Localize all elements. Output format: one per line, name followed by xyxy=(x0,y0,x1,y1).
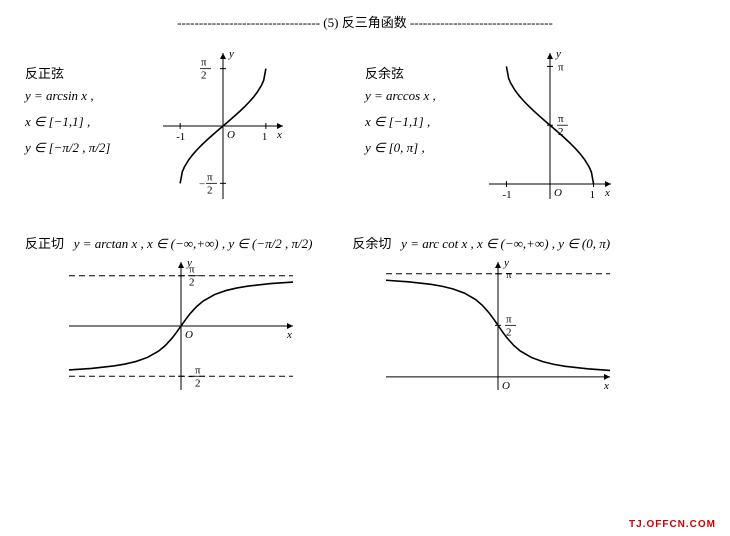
section-title: --------------------------------- (5) 反三… xyxy=(20,12,710,31)
arccot-name: 反余切 xyxy=(352,236,391,251)
svg-text:O: O xyxy=(502,380,510,392)
arcsin-domain: x ∈ [−1,1] , xyxy=(25,114,135,130)
arctan-block: 反正切 y = arctan x , x ∈ (−∞,+∞) , y ∈ (−π… xyxy=(25,233,312,402)
arcsin-block: 反正弦 y = arcsin x , x ∈ [−1,1] , y ∈ [−π/… xyxy=(25,43,295,213)
arccos-domain: x ∈ [−1,1] , xyxy=(365,114,475,130)
arccot-labels: 反余切 y = arc cot x , x ∈ (−∞,+∞) , y ∈ (0… xyxy=(352,233,622,252)
svg-text:x: x xyxy=(276,129,282,141)
svg-text:y: y xyxy=(555,48,561,60)
svg-text:O: O xyxy=(185,329,193,341)
arctan-labels: 反正切 y = arctan x , x ∈ (−∞,+∞) , y ∈ (−π… xyxy=(25,233,312,252)
arccot-formula: y = arc cot x , x ∈ (−∞,+∞) , y ∈ (0, π) xyxy=(401,236,610,251)
arccos-formula: y = arccos x , xyxy=(365,88,475,104)
arccos-labels: 反余弦 y = arccos x , x ∈ [−1,1] , y ∈ [0, … xyxy=(365,43,475,166)
row-2: 反正切 y = arctan x , x ∈ (−∞,+∞) , y ∈ (−π… xyxy=(20,233,710,402)
arccos-block: 反余弦 y = arccos x , x ∈ [−1,1] , y ∈ [0, … xyxy=(365,43,635,213)
arccot-graph: xyOππ2 xyxy=(372,252,622,402)
svg-text:π: π xyxy=(189,264,195,276)
svg-text:2: 2 xyxy=(189,277,195,289)
watermark: TJ.OFFCN.COM xyxy=(629,519,716,530)
arctan-name: 反正切 xyxy=(25,236,64,251)
svg-text:x: x xyxy=(286,329,292,341)
svg-text:π: π xyxy=(195,364,201,376)
arccos-name: 反余弦 xyxy=(365,63,475,82)
svg-text:2: 2 xyxy=(201,70,207,82)
svg-text:π: π xyxy=(558,61,564,73)
svg-text:O: O xyxy=(554,187,562,199)
svg-text:-1: -1 xyxy=(176,131,185,143)
svg-text:x: x xyxy=(603,380,609,392)
arctan-graph: xyOπ2π2− xyxy=(55,252,305,402)
svg-text:π: π xyxy=(506,313,512,325)
svg-text:π: π xyxy=(201,57,207,69)
svg-text:-1: -1 xyxy=(502,189,511,201)
svg-text:O: O xyxy=(227,129,235,141)
svg-text:1: 1 xyxy=(262,131,268,143)
svg-text:π: π xyxy=(558,113,564,125)
svg-text:π: π xyxy=(207,171,213,183)
svg-text:−: − xyxy=(187,371,193,383)
svg-text:π: π xyxy=(506,269,512,281)
arcsin-range: y ∈ [−π/2 , π/2] xyxy=(25,140,135,156)
svg-text:x: x xyxy=(604,187,610,199)
svg-text:y: y xyxy=(228,48,234,60)
svg-text:2: 2 xyxy=(207,184,213,196)
arccos-graph: xyO-11ππ2 xyxy=(475,43,635,213)
arctan-formula: y = arctan x , x ∈ (−∞,+∞) , xyxy=(74,236,225,251)
arcsin-formula: y = arcsin x , xyxy=(25,88,135,104)
arcsin-graph: xyO-11π2π2− xyxy=(135,43,295,213)
svg-text:−: − xyxy=(199,178,205,190)
svg-text:1: 1 xyxy=(590,189,596,201)
arccot-block: 反余切 y = arc cot x , x ∈ (−∞,+∞) , y ∈ (0… xyxy=(352,233,622,402)
svg-text:2: 2 xyxy=(195,377,201,389)
svg-text:y: y xyxy=(503,257,509,269)
arcsin-name: 反正弦 xyxy=(25,63,135,82)
arccos-range: y ∈ [0, π] , xyxy=(365,140,475,156)
arcsin-labels: 反正弦 y = arcsin x , x ∈ [−1,1] , y ∈ [−π/… xyxy=(25,43,135,166)
arctan-range: y ∈ (−π/2 , π/2) xyxy=(228,236,312,251)
row-1: 反正弦 y = arcsin x , x ∈ [−1,1] , y ∈ [−π/… xyxy=(20,43,710,213)
